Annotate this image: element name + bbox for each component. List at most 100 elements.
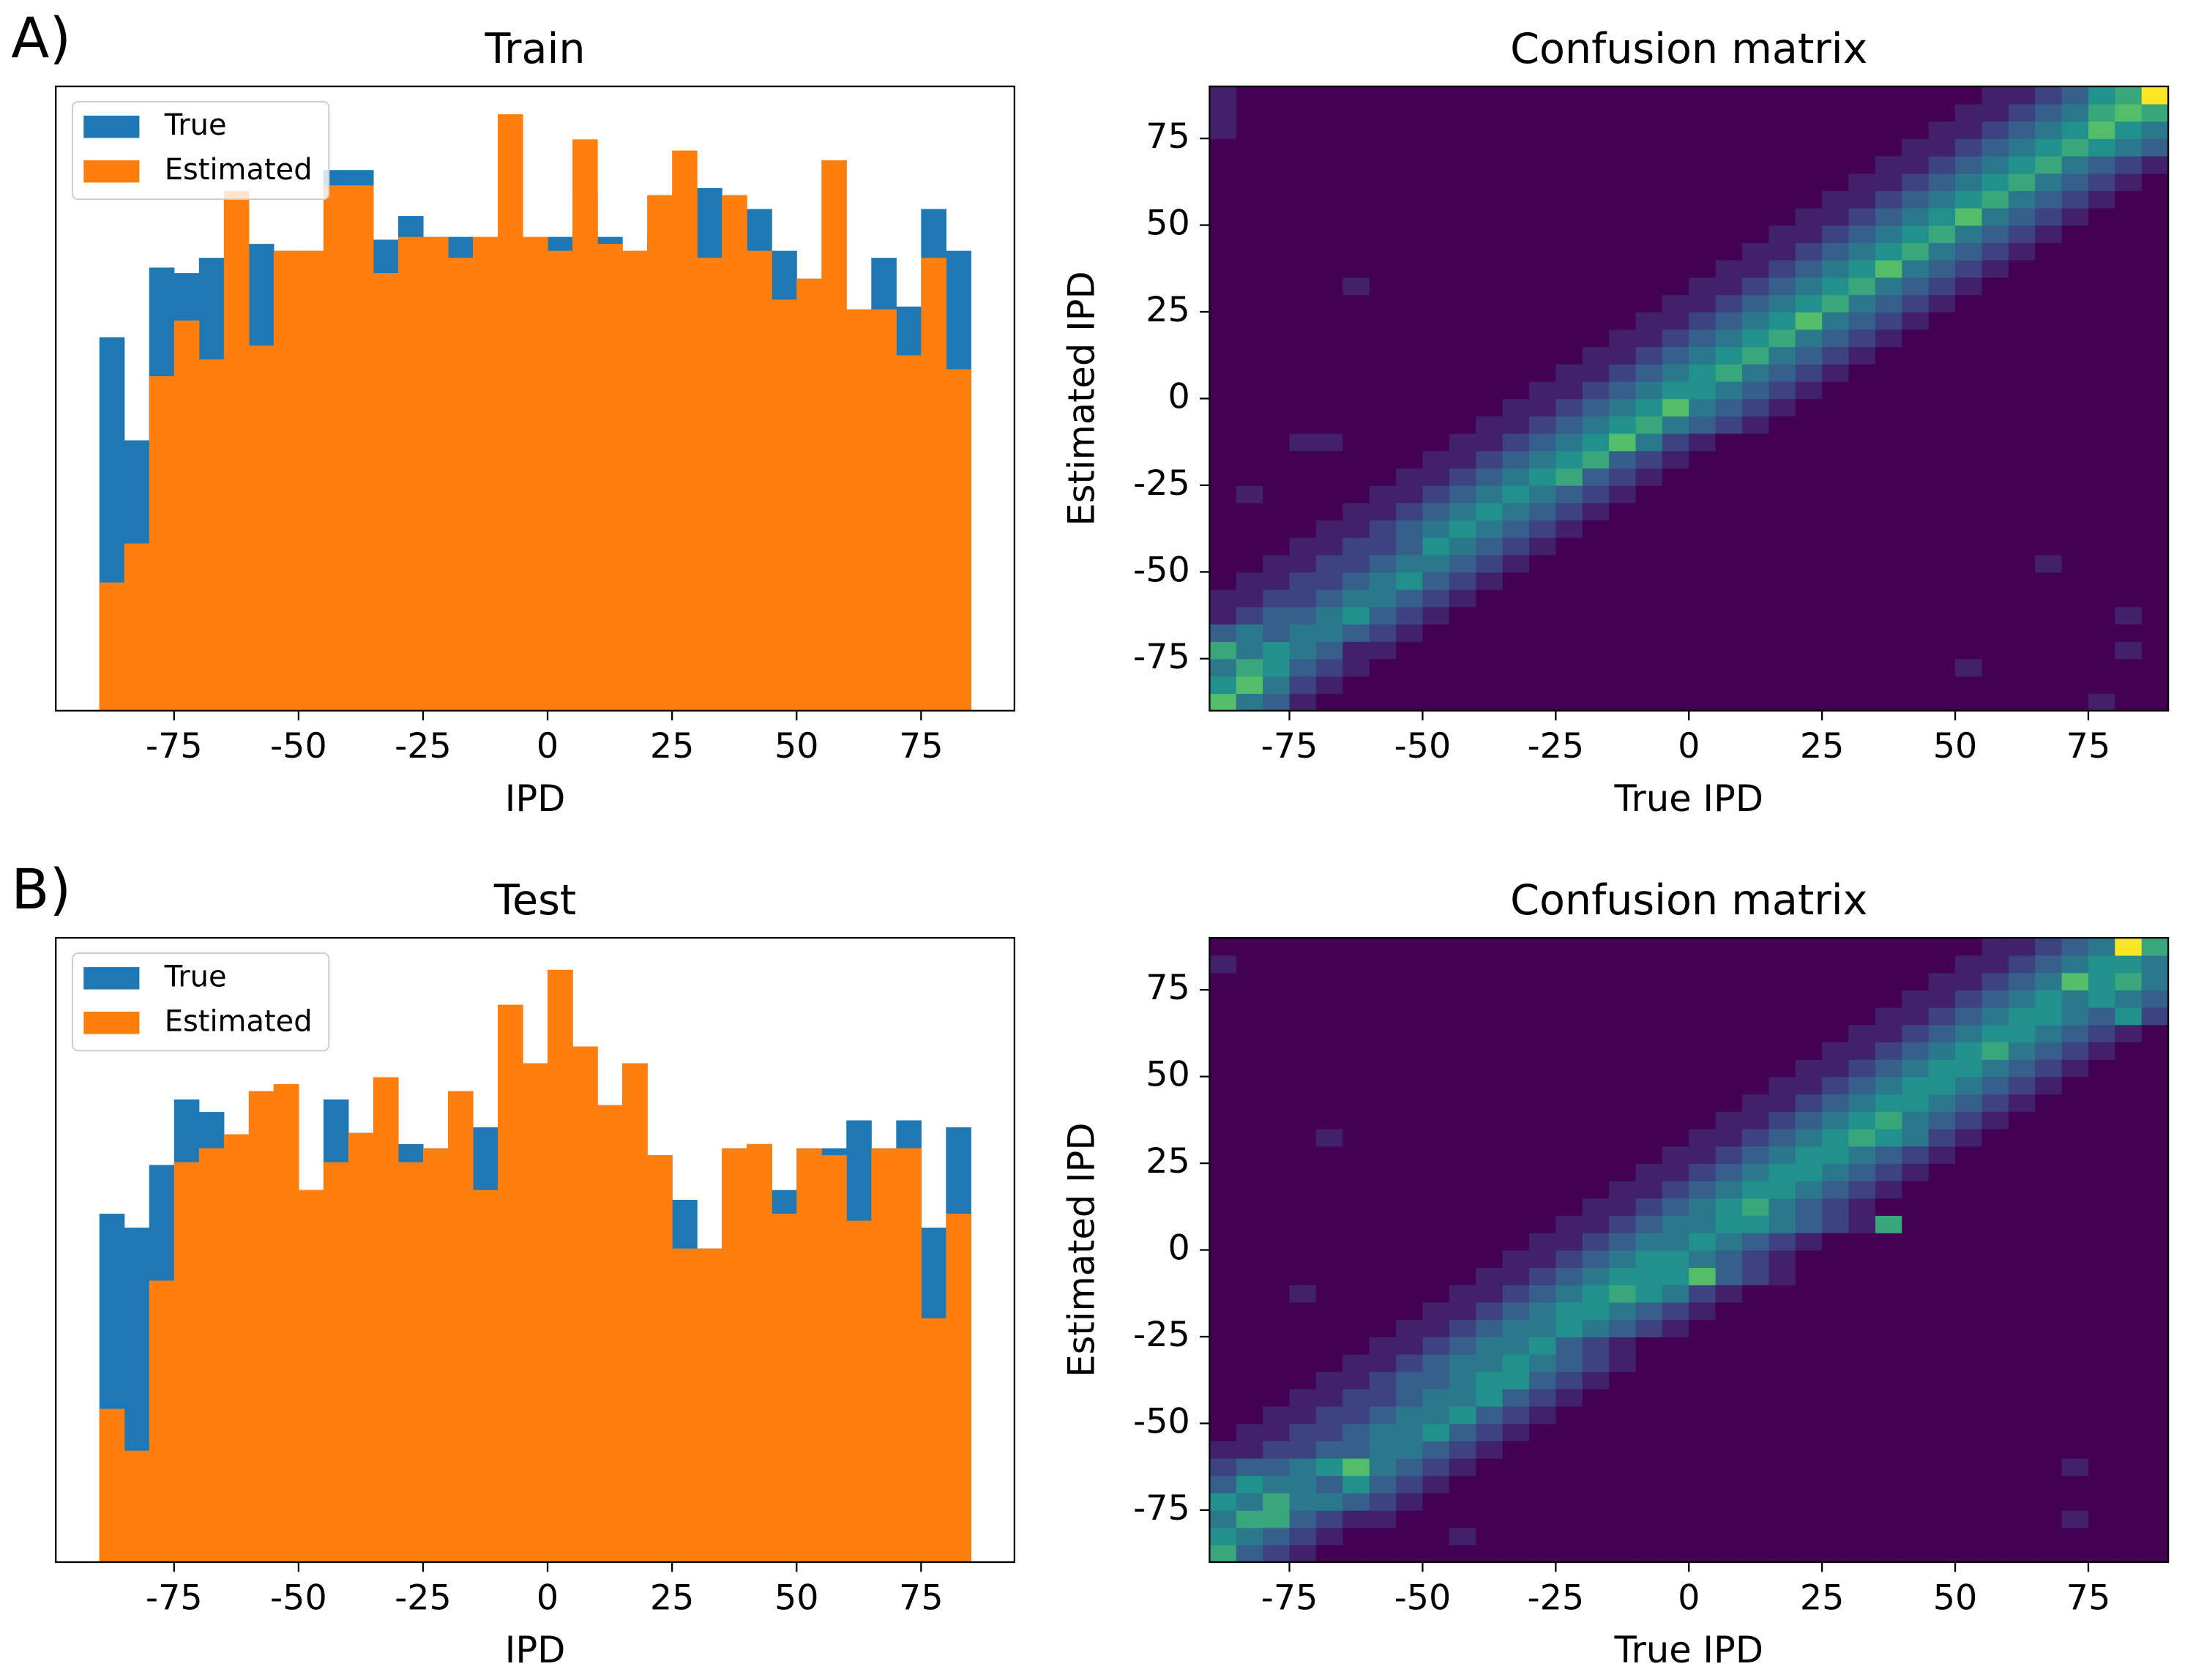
heatmap-cell bbox=[1555, 1059, 1583, 1078]
heatmap-cell bbox=[1875, 1094, 1903, 1112]
heatmap-cell bbox=[1982, 1354, 2009, 1373]
heatmap-cell bbox=[2088, 1180, 2116, 1199]
heatmap-cell bbox=[1289, 468, 1317, 486]
heatmap-cell bbox=[1342, 450, 1370, 468]
heatmap-cell bbox=[1982, 1094, 2009, 1112]
heatmap-cell bbox=[1662, 502, 1690, 521]
heatmap-cell bbox=[1289, 450, 1317, 468]
heatmap-cell bbox=[1449, 1423, 1476, 1441]
heatmap-cell bbox=[1689, 1441, 1717, 1459]
heatmap-cell bbox=[1848, 1423, 1876, 1441]
heatmap-cell bbox=[1236, 624, 1263, 642]
heatmap-cell bbox=[1715, 398, 1743, 417]
heatmap-cell bbox=[1982, 1042, 2009, 1060]
heatmap-cell bbox=[1315, 1336, 1344, 1355]
heatmap-cell bbox=[1476, 537, 1504, 556]
heatmap-cell bbox=[1528, 381, 1557, 400]
heatmap-cell bbox=[1263, 502, 1291, 521]
bar bbox=[498, 1004, 523, 1562]
heatmap-cell bbox=[1289, 658, 1317, 677]
heatmap-cell bbox=[1263, 1007, 1291, 1026]
heatmap-cell bbox=[1263, 259, 1291, 278]
heatmap-cell bbox=[1609, 1509, 1637, 1528]
heatmap-cell bbox=[1875, 502, 1903, 521]
heatmap-cell bbox=[1635, 433, 1663, 452]
heatmap-cell bbox=[1848, 1509, 1876, 1528]
heatmap-cell bbox=[1928, 624, 1956, 642]
heatmap-cell bbox=[1289, 155, 1317, 174]
heatmap-cell bbox=[1902, 1111, 1930, 1130]
heatmap-cell bbox=[1209, 1007, 1237, 1026]
heatmap-cell bbox=[1582, 155, 1610, 174]
heatmap-cell bbox=[1555, 1284, 1583, 1303]
heatmap-cell bbox=[1555, 1250, 1583, 1268]
heatmap-cell bbox=[2115, 242, 2143, 261]
heatmap-cell bbox=[2008, 138, 2036, 157]
heatmap-cell bbox=[1209, 520, 1237, 538]
heatmap-cell bbox=[1369, 294, 1397, 313]
heatmap-cell bbox=[1476, 589, 1504, 608]
heatmap-cell bbox=[1822, 1493, 1850, 1511]
heatmap-cell bbox=[1715, 381, 1743, 400]
heatmap-cell bbox=[2061, 485, 2089, 504]
heatmap-cell bbox=[1449, 1163, 1476, 1181]
heatmap-cell bbox=[1928, 1405, 1956, 1425]
heatmap-cell bbox=[2141, 1493, 2169, 1511]
heatmap-cell bbox=[2115, 155, 2143, 174]
heatmap-cell bbox=[2035, 1215, 2063, 1233]
heatmap-cell bbox=[1555, 1215, 1583, 1233]
heatmap-cell bbox=[1315, 381, 1344, 400]
heatmap-cell bbox=[1982, 990, 2009, 1008]
heatmap-cell bbox=[1635, 520, 1663, 538]
heatmap-cell bbox=[2061, 1457, 2089, 1476]
heatmap-cell bbox=[2061, 277, 2089, 296]
heatmap-cell bbox=[1662, 346, 1690, 365]
heatmap-cell bbox=[1582, 103, 1610, 122]
heatmap-cell bbox=[1263, 955, 1291, 974]
heatmap-cell bbox=[1369, 1371, 1397, 1389]
heatmap-cell bbox=[2141, 502, 2169, 521]
heatmap-cell bbox=[1982, 207, 2009, 226]
heatmap-cell bbox=[1635, 1215, 1663, 1233]
heatmap-cell bbox=[1662, 1007, 1690, 1026]
heatmap-cell bbox=[1236, 1389, 1263, 1407]
heatmap-cell bbox=[1476, 572, 1504, 590]
heatmap-cell bbox=[1902, 1042, 1930, 1060]
heatmap-cell bbox=[2008, 225, 2036, 243]
heatmap-cell bbox=[1902, 311, 1930, 330]
heatmap-cell bbox=[1236, 1371, 1263, 1389]
heatmap-cell bbox=[1236, 1180, 1263, 1199]
heatmap-cell bbox=[1289, 1198, 1317, 1216]
heatmap-cell bbox=[2008, 259, 2036, 278]
heatmap-cell bbox=[1689, 1545, 1717, 1563]
heatmap-cell bbox=[1528, 311, 1557, 330]
heatmap-cell bbox=[1875, 520, 1903, 538]
heatmap-cell bbox=[1768, 311, 1796, 330]
heatmap-cell bbox=[2008, 693, 2036, 712]
heatmap-cell bbox=[1955, 1545, 1983, 1563]
heatmap-cell bbox=[1662, 173, 1690, 191]
heatmap-cell bbox=[1848, 693, 1876, 712]
heatmap-cell bbox=[1315, 1042, 1344, 1060]
heatmap-cell bbox=[1528, 990, 1557, 1008]
heatmap-cell bbox=[2115, 485, 2143, 504]
heatmap-cell bbox=[1609, 1319, 1637, 1337]
heatmap-cell bbox=[1635, 676, 1663, 694]
heatmap-cell bbox=[2115, 225, 2143, 243]
heatmap-cell bbox=[1422, 1267, 1450, 1285]
bar bbox=[572, 139, 598, 711]
heatmap-cell bbox=[2088, 1076, 2116, 1095]
heatmap-cell bbox=[1875, 242, 1903, 261]
heatmap-cell bbox=[2061, 1354, 2089, 1373]
heatmap-cell bbox=[1955, 294, 1983, 313]
heatmap-cell bbox=[1768, 1319, 1796, 1337]
heatmap-cell bbox=[2035, 329, 2063, 348]
heatmap-cell bbox=[1289, 1509, 1317, 1528]
heatmap-cell bbox=[2141, 155, 2169, 174]
heatmap-cell bbox=[1263, 1059, 1291, 1078]
heatmap-cell bbox=[1795, 1284, 1823, 1303]
heatmap-cell bbox=[1289, 1076, 1317, 1095]
heatmap-cell bbox=[1955, 938, 1983, 956]
heatmap-cell bbox=[1476, 1284, 1504, 1303]
heatmap-cell bbox=[1555, 676, 1583, 694]
